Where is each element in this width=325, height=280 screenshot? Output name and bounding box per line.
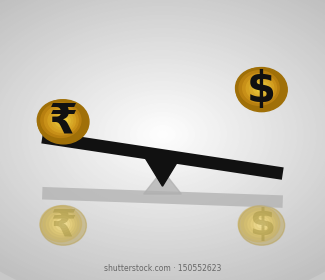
Text: $: $: [247, 69, 276, 111]
Ellipse shape: [156, 130, 169, 139]
Circle shape: [40, 206, 82, 242]
Ellipse shape: [73, 73, 252, 196]
Circle shape: [236, 67, 287, 112]
Ellipse shape: [105, 95, 220, 174]
Circle shape: [55, 114, 70, 127]
Circle shape: [241, 208, 278, 239]
Ellipse shape: [41, 51, 284, 218]
Circle shape: [62, 120, 65, 122]
Circle shape: [248, 214, 273, 235]
Ellipse shape: [137, 117, 188, 152]
Circle shape: [53, 216, 72, 232]
Circle shape: [250, 79, 271, 97]
Circle shape: [48, 109, 75, 132]
Ellipse shape: [15, 33, 310, 236]
Ellipse shape: [47, 55, 278, 214]
Polygon shape: [144, 155, 181, 186]
Circle shape: [49, 214, 74, 235]
Ellipse shape: [143, 121, 182, 148]
Circle shape: [56, 219, 70, 230]
Circle shape: [243, 74, 277, 103]
Ellipse shape: [98, 90, 227, 179]
Circle shape: [239, 71, 279, 105]
Circle shape: [45, 106, 78, 135]
Ellipse shape: [131, 112, 194, 157]
Circle shape: [261, 224, 263, 225]
Circle shape: [257, 221, 265, 228]
Circle shape: [37, 100, 84, 140]
Circle shape: [236, 68, 282, 108]
Circle shape: [59, 221, 67, 228]
Ellipse shape: [79, 77, 246, 192]
Ellipse shape: [54, 59, 271, 209]
Circle shape: [40, 206, 86, 245]
Ellipse shape: [28, 42, 297, 227]
Circle shape: [246, 76, 274, 100]
Text: ₹: ₹: [50, 207, 76, 243]
Polygon shape: [144, 170, 181, 194]
Ellipse shape: [92, 86, 233, 183]
Circle shape: [261, 88, 263, 90]
Ellipse shape: [86, 81, 239, 187]
Ellipse shape: [3, 24, 322, 245]
Circle shape: [59, 117, 67, 125]
Text: $: $: [249, 207, 275, 243]
Ellipse shape: [0, 2, 325, 267]
Ellipse shape: [0, 0, 325, 271]
Circle shape: [52, 111, 73, 130]
Circle shape: [238, 206, 280, 242]
Ellipse shape: [124, 108, 201, 161]
Ellipse shape: [34, 46, 291, 223]
Circle shape: [38, 100, 89, 144]
Circle shape: [245, 211, 275, 237]
Ellipse shape: [0, 6, 325, 262]
Ellipse shape: [67, 68, 258, 200]
Ellipse shape: [9, 29, 316, 240]
Circle shape: [251, 216, 270, 232]
Ellipse shape: [111, 99, 214, 170]
Ellipse shape: [0, 15, 325, 253]
Ellipse shape: [22, 38, 303, 232]
Circle shape: [41, 103, 81, 137]
Text: ₹: ₹: [49, 101, 78, 143]
Ellipse shape: [118, 104, 207, 165]
Circle shape: [62, 224, 65, 225]
Text: shutterstock.com · 150552623: shutterstock.com · 150552623: [104, 264, 221, 273]
Circle shape: [254, 82, 268, 95]
Circle shape: [257, 85, 266, 92]
Circle shape: [254, 219, 268, 230]
Circle shape: [239, 206, 285, 245]
Ellipse shape: [150, 125, 175, 143]
Ellipse shape: [0, 11, 325, 258]
Ellipse shape: [60, 64, 265, 205]
Ellipse shape: [0, 20, 325, 249]
Circle shape: [46, 211, 77, 237]
Circle shape: [43, 208, 79, 239]
